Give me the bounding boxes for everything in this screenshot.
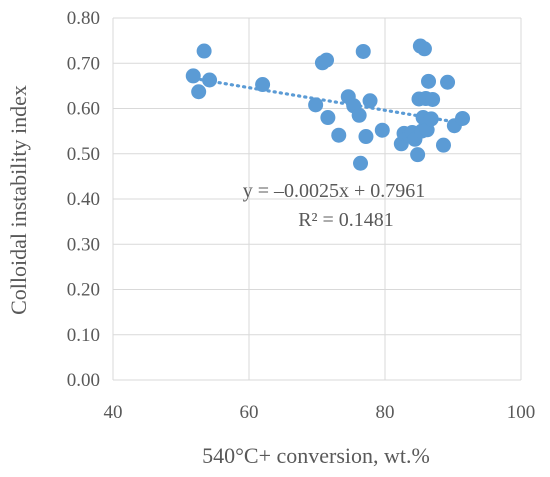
data-point [255, 77, 271, 93]
x-axis-title: 540°C+ conversion, wt.% [202, 443, 430, 468]
data-point [353, 155, 369, 171]
data-point [362, 93, 378, 109]
data-point [319, 52, 335, 68]
data-point [423, 111, 439, 127]
data-point [435, 137, 451, 153]
x-tick-label: 100 [507, 402, 536, 423]
trendline-r-squared: R² = 0.1481 [298, 209, 394, 231]
trendline-equation: y = –0.0025x + 0.7961 [243, 180, 426, 202]
data-point [374, 122, 390, 138]
y-tick-label: 0.00 [67, 370, 100, 391]
data-point [308, 97, 324, 113]
y-tick-label: 0.30 [67, 234, 100, 255]
trendline [193, 76, 465, 125]
data-point [331, 127, 347, 143]
y-tick-label: 0.20 [67, 280, 100, 301]
x-tick-label: 80 [376, 402, 395, 423]
y-tick-label: 0.10 [67, 325, 100, 346]
x-tick-label: 60 [240, 402, 259, 423]
trendline-layer [193, 76, 465, 125]
data-point [202, 72, 218, 88]
y-tick-label: 0.80 [67, 8, 100, 29]
y-tick-label: 0.60 [67, 99, 100, 120]
data-point [410, 147, 426, 163]
data-point [320, 110, 336, 126]
y-tick-label: 0.50 [67, 144, 100, 165]
data-point [425, 91, 441, 107]
data-point [355, 43, 371, 59]
y-axis-title: Colloidal instability index [6, 85, 31, 315]
data-point [416, 41, 432, 57]
data-point [358, 129, 374, 145]
data-points [185, 38, 471, 171]
data-point [351, 107, 367, 123]
data-point [185, 68, 201, 84]
data-point [455, 110, 471, 126]
data-point [196, 43, 212, 59]
data-point [440, 74, 456, 90]
tick-labels: 0.00 0.10 0.20 0.30 0.40 0.50 0.60 0.70 0.80 40 60… [67, 8, 536, 423]
y-tick-label: 0.40 [67, 189, 100, 210]
data-point [191, 84, 207, 100]
grid-lines [112, 17, 522, 381]
x-tick-label: 40 [104, 402, 123, 423]
y-tick-label: 0.70 [67, 53, 100, 74]
data-point [421, 73, 437, 89]
